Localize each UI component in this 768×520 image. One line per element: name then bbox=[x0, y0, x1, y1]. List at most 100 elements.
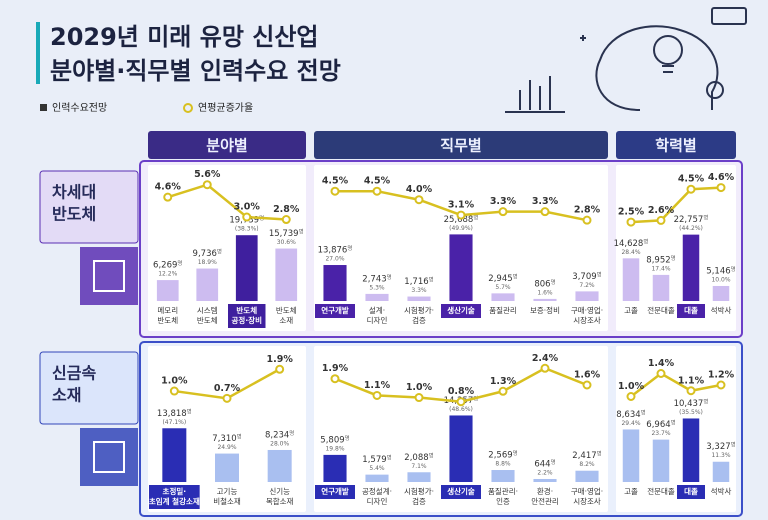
row-label-box bbox=[39, 170, 139, 244]
category-label: 보증·정비 bbox=[530, 305, 560, 315]
row-icon bbox=[80, 247, 138, 305]
legend-swatch bbox=[183, 103, 193, 113]
growth-line bbox=[630, 186, 722, 224]
bar-value-unit: 명 bbox=[187, 408, 192, 415]
share-label: 28.0% bbox=[270, 440, 289, 447]
bar bbox=[365, 293, 389, 301]
bar-value-unit: 명 bbox=[551, 458, 556, 465]
row-label-box bbox=[39, 351, 139, 425]
bar-value-unit: 명 bbox=[731, 441, 736, 448]
category-label: 구매·영업· bbox=[571, 305, 603, 315]
column-header-label: 분야별 bbox=[206, 137, 247, 155]
bar-value-label: 13,818명 bbox=[157, 408, 192, 419]
bar-value-label: 15,739명 bbox=[269, 228, 304, 239]
row-icon-detail bbox=[93, 260, 125, 292]
bar bbox=[652, 439, 670, 482]
category-label: 시장조사 bbox=[573, 496, 601, 506]
bar bbox=[196, 268, 219, 301]
share-label: 18.9% bbox=[198, 259, 217, 266]
bar-value-unit: 명 bbox=[551, 278, 556, 285]
growth-label: 4.5% bbox=[322, 176, 349, 187]
growth-marker bbox=[222, 393, 232, 403]
bar-value-unit: 명 bbox=[237, 433, 242, 440]
category-label: 인증 bbox=[496, 496, 510, 506]
chart-panel bbox=[148, 346, 306, 512]
bar bbox=[162, 428, 187, 482]
category-label: 초임계 철강소재 bbox=[149, 496, 200, 506]
bar-value-label: 6,964명 bbox=[646, 419, 675, 430]
row-icon-detail bbox=[93, 441, 125, 473]
growth-marker bbox=[163, 192, 173, 202]
legend-label: 인력수요전망 bbox=[52, 102, 107, 114]
bar bbox=[267, 449, 292, 482]
growth-marker bbox=[169, 386, 179, 396]
bar bbox=[407, 472, 431, 482]
category-label: 구매·영업· bbox=[571, 486, 603, 496]
bar-value-unit: 명 bbox=[429, 276, 434, 283]
category-label: 소재 bbox=[279, 316, 293, 325]
share-label: 30.6% bbox=[277, 239, 296, 246]
growth-label: 4.5% bbox=[678, 174, 705, 185]
growth-label: 1.0% bbox=[618, 381, 645, 392]
column-header bbox=[148, 131, 306, 159]
bar-value-label: 10,437명 bbox=[674, 398, 709, 409]
bar-value-unit: 명 bbox=[217, 248, 222, 255]
growth-marker bbox=[498, 207, 508, 217]
bar bbox=[652, 274, 670, 301]
growth-label: 1.0% bbox=[161, 376, 188, 387]
title-line: 분야별·직무별 인력수요 전망 bbox=[50, 57, 341, 85]
bar bbox=[712, 461, 730, 482]
bar-value-unit: 명 bbox=[597, 271, 602, 278]
legend-label: 연평균증가율 bbox=[198, 102, 253, 114]
category-label: 고졸 bbox=[624, 487, 638, 496]
bar-value-unit: 명 bbox=[347, 245, 352, 252]
category-label: 설계· bbox=[369, 305, 385, 315]
category-label: 석박사 bbox=[711, 486, 732, 496]
bar bbox=[622, 429, 640, 482]
bar bbox=[712, 285, 730, 301]
category-label: 반도체 bbox=[157, 315, 178, 325]
growth-marker bbox=[414, 393, 424, 403]
share-label: 23.7% bbox=[651, 430, 670, 437]
row-icon bbox=[80, 428, 138, 486]
bar-value-unit: 명 bbox=[597, 450, 602, 457]
growth-marker bbox=[242, 212, 252, 222]
bar-value-label: 644명 bbox=[534, 458, 555, 469]
category-label: 품질관리· bbox=[488, 486, 518, 496]
share-label: 3.3% bbox=[411, 287, 427, 294]
column-header bbox=[616, 131, 736, 159]
bar bbox=[215, 453, 239, 482]
growth-marker bbox=[582, 380, 592, 390]
row-label: 소재 bbox=[52, 386, 81, 405]
growth-label: 1.3% bbox=[490, 376, 517, 387]
category-label: 메모리 bbox=[157, 306, 178, 315]
bar-value-unit: 명 bbox=[473, 214, 478, 221]
category-highlight bbox=[149, 485, 200, 509]
chart-panel bbox=[616, 165, 736, 331]
bar-value-unit: 명 bbox=[671, 254, 676, 261]
growth-marker bbox=[414, 195, 424, 205]
category-label: 환경· bbox=[537, 486, 553, 496]
share-label: 5.3% bbox=[369, 284, 385, 291]
share-label: 8.2% bbox=[579, 461, 595, 468]
category-highlight bbox=[315, 304, 355, 318]
share-label: 12.2% bbox=[158, 271, 177, 278]
share-label: 29.4% bbox=[621, 420, 640, 427]
growth-marker bbox=[456, 397, 466, 407]
bar-value-unit: 명 bbox=[513, 450, 518, 457]
category-label: 디자인 bbox=[367, 315, 388, 325]
share-label: 2.2% bbox=[537, 469, 553, 476]
category-label: 반도체 bbox=[197, 315, 218, 325]
growth-label: 5.6% bbox=[194, 169, 221, 180]
category-label: 고졸 bbox=[624, 306, 638, 315]
growth-marker bbox=[456, 210, 466, 220]
category-label: 고기능 bbox=[217, 487, 238, 496]
bar-value-unit: 명 bbox=[429, 452, 434, 459]
bar-value-label: 3,709명 bbox=[572, 271, 601, 282]
share-label: (48.6%) bbox=[449, 406, 473, 413]
bar-value-unit: 명 bbox=[299, 228, 304, 235]
category-label: 연구개발 bbox=[321, 486, 349, 496]
bar bbox=[156, 280, 179, 301]
growth-label: 2.8% bbox=[273, 204, 300, 215]
chart-panel bbox=[148, 165, 306, 331]
